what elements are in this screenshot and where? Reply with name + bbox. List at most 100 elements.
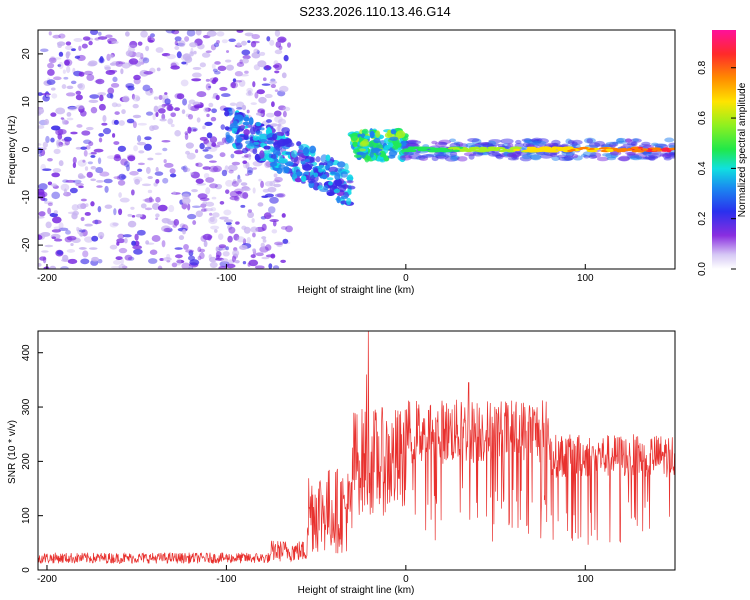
spectrogram-cell — [118, 120, 125, 126]
spectrogram-cell — [127, 155, 136, 162]
spectrogram-cell — [296, 171, 303, 177]
spectrogram-cell — [152, 113, 156, 121]
spectrogram-cell — [70, 80, 77, 85]
spectrogram-cell — [75, 104, 85, 110]
spectrogram-cell — [87, 62, 97, 67]
spectrogram-cell — [298, 144, 304, 150]
spectrogram-cell — [83, 70, 94, 76]
spectrogram-cell — [250, 41, 257, 48]
spectrogram-cell — [113, 259, 121, 265]
spectrogram-cell — [272, 179, 281, 183]
spectrogram-cell — [218, 244, 227, 249]
spectrogram-cell — [195, 162, 199, 167]
spectrogram-cell — [135, 52, 143, 58]
spectrogram-cell — [131, 189, 135, 196]
spectrogram-cell — [648, 155, 656, 161]
spectrogram-cell — [586, 138, 594, 144]
spectrogram-cell — [102, 127, 112, 135]
spectrogram-cell — [171, 30, 180, 35]
spectrogram-cell — [51, 236, 57, 240]
spectrogram-cell — [278, 118, 287, 125]
spectrogram-cell — [50, 137, 55, 143]
spectrogram-cell — [109, 244, 118, 250]
spectrogram-cell — [99, 94, 104, 102]
spectrogram-cell — [178, 235, 185, 241]
spectrogram-cell — [38, 125, 45, 129]
spectrogram-cell — [294, 177, 303, 183]
spectrogram-cell — [566, 146, 574, 149]
spectrogram-cell — [369, 130, 375, 139]
spectrogram-cell — [118, 173, 126, 181]
spectrogram-cell — [129, 171, 139, 176]
spectrogram-cell — [228, 226, 236, 234]
spectrogram-cell — [242, 160, 248, 165]
spectrogram-cell — [50, 112, 57, 117]
spectrogram-cell — [269, 180, 276, 187]
spectrogram-cell — [302, 147, 310, 155]
spectrogram-heatmap — [38, 30, 675, 269]
spectrogram-cell — [254, 265, 265, 269]
spectrogram-cell — [203, 107, 209, 113]
spectrogram-cell — [50, 87, 56, 91]
spectrogram-cell — [60, 183, 70, 192]
spectrogram-cell — [58, 51, 64, 57]
spectrogram-cell — [632, 138, 639, 142]
spectrogram-cell — [125, 31, 130, 37]
spectrogram-cell — [167, 105, 174, 111]
spectrogram-cell — [173, 218, 180, 226]
spectrogram-cell — [80, 198, 87, 202]
spectrogram-cell — [133, 176, 143, 183]
spectrogram-cell — [50, 55, 56, 62]
spectrogram-cell — [166, 53, 176, 60]
spectrogram-cell — [97, 157, 102, 165]
spectrogram-cell — [38, 183, 48, 191]
spectrogram-cell — [270, 123, 279, 127]
spectrogram-cell — [127, 44, 137, 49]
spectrogram-cell — [199, 248, 206, 253]
spectrogram-cell — [136, 135, 142, 143]
spectrogram-cell — [195, 210, 203, 218]
spectrogram-cell — [56, 250, 64, 255]
spectrogram-cell — [315, 156, 321, 163]
spectrogram-x-tick-label: -100 — [216, 273, 236, 284]
spectrogram-cell — [236, 137, 243, 143]
spectrogram-cell — [164, 162, 174, 168]
spectrogram-cell — [241, 104, 247, 111]
spectrogram-cell — [55, 107, 66, 115]
spectrogram-cell — [181, 109, 186, 115]
spectrogram-cell — [65, 41, 72, 46]
spectrogram-cell — [200, 235, 207, 242]
spectrogram-cell — [84, 223, 94, 227]
spectrogram-cell — [666, 149, 672, 153]
spectrogram-cell — [452, 149, 460, 153]
spectrogram-cell — [242, 187, 251, 192]
spectrogram-cell — [65, 179, 76, 183]
spectrogram-cell — [242, 191, 249, 200]
colorbar-tick-label: 0.8 — [697, 60, 708, 74]
spectrogram-cell — [340, 184, 350, 188]
spectrogram-cell — [84, 211, 91, 216]
spectrogram-cell — [91, 256, 99, 262]
spectrogram-cell — [206, 142, 213, 148]
spectrogram-cell — [225, 221, 232, 225]
spectrogram-cell — [65, 65, 71, 74]
spectrogram-cell — [651, 149, 657, 152]
spectrogram-cell — [138, 57, 148, 62]
spectrogram-cell — [205, 187, 211, 195]
spectrogram-cell — [153, 105, 159, 113]
spectrogram-cell — [622, 143, 636, 147]
spectrogram-cell — [232, 179, 237, 184]
spectrogram-cell — [196, 117, 201, 123]
spectrogram-cell — [229, 81, 239, 89]
spectrogram-cell — [605, 141, 619, 145]
spectrogram-cell — [38, 215, 45, 219]
spectrogram-cell — [257, 60, 267, 68]
spectrogram-cell — [272, 64, 280, 69]
spectrogram-cell — [48, 31, 52, 36]
spectrogram-cell — [90, 178, 97, 182]
spectrogram-cell — [101, 122, 108, 126]
spectrogram-cell — [350, 133, 358, 142]
spectrogram-cell — [273, 173, 278, 178]
spectrogram-cell — [98, 31, 102, 36]
spectrogram-cell — [596, 156, 609, 162]
